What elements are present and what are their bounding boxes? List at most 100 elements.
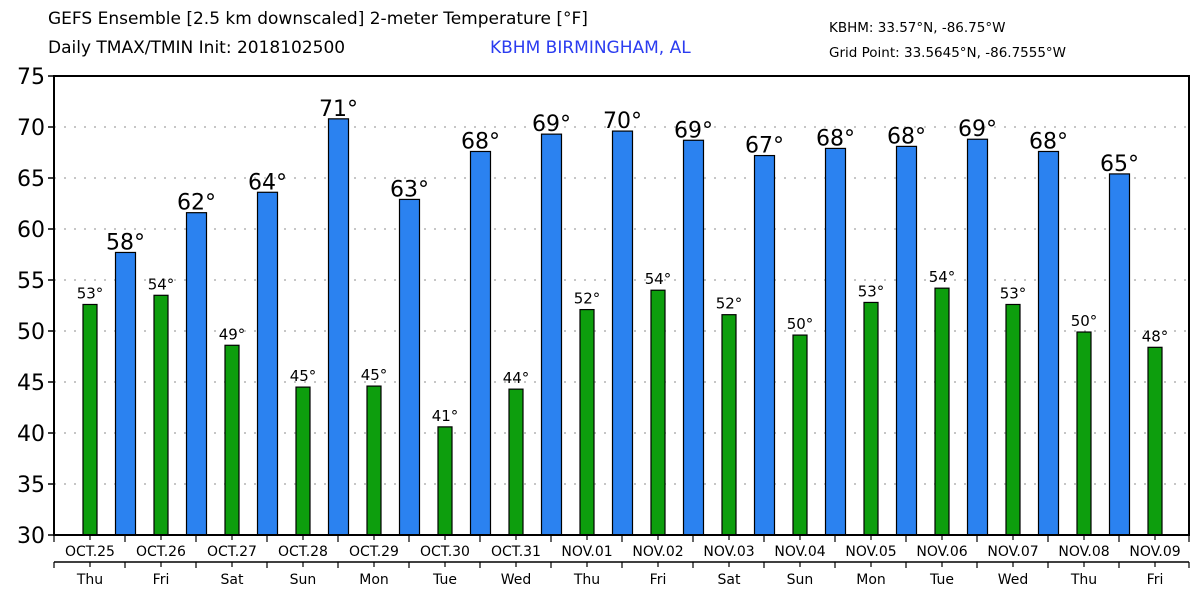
tmax-label: 67° (745, 134, 784, 159)
tmax-label: 62° (177, 191, 216, 216)
tmin-bar (1147, 346, 1163, 536)
date-label: OCT.29 (349, 544, 399, 560)
weekday-label: Sat (221, 572, 244, 588)
weekday-label: Thu (573, 572, 600, 588)
station-coordinates: KBHM: 33.57°N, -86.75°W (829, 20, 1006, 36)
weekday-label: Fri (153, 572, 170, 588)
tmin-label: 45° (290, 367, 317, 385)
date-label: NOV.01 (561, 544, 612, 560)
date-label: OCT.31 (491, 544, 541, 560)
tmin-label: 52° (574, 290, 601, 308)
weekday-label: Wed (501, 572, 532, 588)
tmin-label: 53° (1000, 284, 1027, 302)
date-label: NOV.02 (632, 544, 683, 560)
chart-subtitle: Daily TMAX/TMIN Init: 2018102500 (48, 38, 346, 58)
tmax-label: 71° (319, 97, 358, 122)
tmin-bar (1076, 331, 1092, 536)
tmax-bar (753, 154, 776, 536)
tmin-label: 44° (503, 369, 530, 387)
tmax-label: 68° (1029, 129, 1068, 154)
date-label: OCT.30 (420, 544, 470, 560)
tmin-label: 54° (929, 268, 956, 286)
tmax-bar (398, 198, 421, 536)
tmax-bar (966, 138, 989, 536)
y-tick-label: 55 (17, 269, 45, 294)
weekday-label: Thu (76, 572, 103, 588)
weekday-label: Thu (1070, 572, 1097, 588)
bar-labels: 53° 54° 49° 45° 45° 41° 44° 52° 54° 52° 50° 53° 54° 5… (77, 97, 1169, 425)
tmin-label: 50° (1071, 312, 1098, 330)
tmin-label: 53° (858, 282, 885, 300)
tmax-bar (114, 251, 137, 536)
tmin-bar (508, 388, 524, 536)
tmin-bar (863, 301, 879, 536)
y-tick-label: 35 (17, 473, 45, 498)
y-tick-label: 50 (17, 320, 45, 345)
tmax-bar (611, 130, 634, 536)
tmax-label: 69° (674, 118, 713, 143)
tmin-bar (224, 344, 240, 536)
tmax-label: 65° (1100, 152, 1139, 177)
tmax-bar (682, 139, 705, 536)
tmin-label: 54° (645, 270, 672, 288)
tmax-label: 70° (603, 109, 642, 134)
tmin-label: 53° (77, 284, 104, 302)
date-label: OCT.27 (207, 544, 257, 560)
date-label: OCT.28 (278, 544, 328, 560)
date-label: NOV.06 (916, 544, 967, 560)
grid-point-coordinates: Grid Point: 33.5645°N, -86.7555°W (829, 45, 1067, 61)
weekday-label: Sat (718, 572, 741, 588)
y-tick-label: 60 (17, 218, 45, 243)
date-label: NOV.04 (774, 544, 825, 560)
y-tick-label: 45 (17, 371, 45, 396)
weekday-label: Sun (290, 572, 317, 588)
tmin-bar (366, 385, 382, 536)
bars (82, 118, 1163, 536)
tmax-bar (469, 150, 492, 536)
weekday-label: Tue (929, 572, 954, 588)
weekday-label: Wed (998, 572, 1029, 588)
weekday-label: Fri (1147, 572, 1164, 588)
tmax-label: 63° (390, 177, 429, 202)
tmin-bar (82, 303, 98, 536)
y-tick-label: 40 (17, 422, 45, 447)
tmax-label: 68° (887, 124, 926, 149)
tmin-bar (437, 426, 453, 536)
tmax-label: 64° (248, 170, 287, 195)
tmax-label: 68° (816, 126, 855, 151)
date-label: NOV.03 (703, 544, 754, 560)
weekday-label: Mon (359, 572, 389, 588)
tmin-bar (934, 287, 950, 536)
tmax-label: 69° (532, 112, 571, 137)
tmin-bar (153, 294, 169, 536)
date-label: NOV.07 (987, 544, 1038, 560)
tmax-bar (1037, 150, 1060, 536)
date-label: NOV.09 (1129, 544, 1180, 560)
tmin-bar (721, 314, 737, 536)
weekday-label: Sun (787, 572, 814, 588)
axes: 30 35 40 45 50 55 60 65 70 75 OCT.25 OCT.26 OCT.27 OC… (17, 65, 1190, 588)
tmax-label: 69° (958, 117, 997, 142)
date-label: OCT.25 (65, 544, 115, 560)
tmin-label: 50° (787, 315, 814, 333)
tmax-bar (256, 191, 279, 536)
tmax-label: 58° (106, 230, 145, 255)
tmin-label: 41° (432, 407, 459, 425)
tmin-label: 45° (361, 366, 388, 384)
weekday-label: Tue (432, 572, 457, 588)
chart-title: GEFS Ensemble [2.5 km downscaled] 2-mete… (48, 9, 588, 29)
y-tick-label: 30 (17, 524, 45, 549)
weekday-label: Mon (856, 572, 886, 588)
tmin-bar (295, 386, 311, 536)
tmax-label: 68° (461, 129, 500, 154)
tmin-label: 49° (219, 325, 246, 343)
weekday-label: Fri (650, 572, 667, 588)
y-tick-label: 75 (17, 65, 45, 90)
tmin-bar (1005, 303, 1021, 536)
tmax-bar (327, 118, 350, 536)
tmax-bar (185, 212, 208, 536)
tmin-bar (650, 289, 666, 536)
tmax-bar (895, 145, 918, 536)
date-label: OCT.26 (136, 544, 186, 560)
tmax-bar (540, 133, 563, 536)
